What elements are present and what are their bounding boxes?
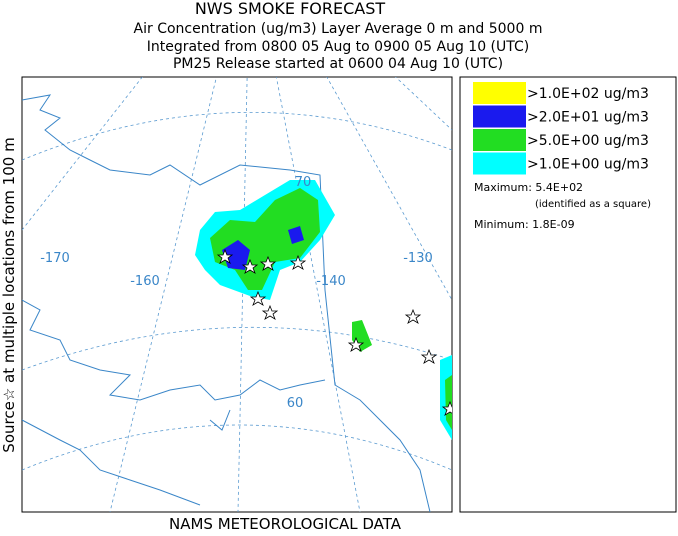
footer: NAMS METEOROLOGICAL DATA [169, 515, 402, 532]
map-frame [21, 76, 453, 513]
map-label: -130 [403, 251, 433, 266]
graticule [22, 77, 452, 512]
subtitle: Integrated from 0800 05 Aug to 0900 05 A… [147, 39, 530, 55]
map: -170 -160 -140 -130 70 60 [21, 76, 453, 513]
subtitle: PM25 Release started at 0600 04 Aug 10 (… [173, 56, 503, 72]
legend-minimum: Minimum: 1.8E-09 [474, 218, 575, 231]
legend-label: >2.0E+01 ug/m3 [527, 110, 649, 126]
legend-swatch [473, 152, 526, 175]
title: NWS SMOKE FORECAST [195, 0, 386, 18]
legend-swatch [473, 129, 526, 151]
map-label: -170 [40, 251, 70, 266]
legend-swatch [473, 82, 526, 104]
legend-label: >1.0E+02 ug/m3 [527, 86, 649, 102]
map-label: -160 [130, 274, 160, 289]
map-label: 60 [287, 396, 304, 411]
legend-maximum: Maximum: 5.4E+02 [474, 181, 583, 194]
map-label: 70 [295, 175, 312, 190]
legend-swatch [473, 105, 526, 128]
legend: Maximum: 5.4E+02 (identified as a square… [459, 76, 677, 513]
legend-label: >5.0E+00 ug/m3 [527, 133, 649, 149]
source-markers [216, 248, 452, 416]
legend-label: >1.0E+00 ug/m3 [527, 157, 649, 173]
map-label: -140 [316, 274, 346, 289]
side-label: Source☆ at multiple locations from 100 m [0, 137, 18, 452]
subtitle: Air Concentration (ug/m3) Layer Average … [134, 21, 543, 37]
legend-note: (identified as a square) [535, 199, 651, 210]
coastline [22, 94, 431, 512]
